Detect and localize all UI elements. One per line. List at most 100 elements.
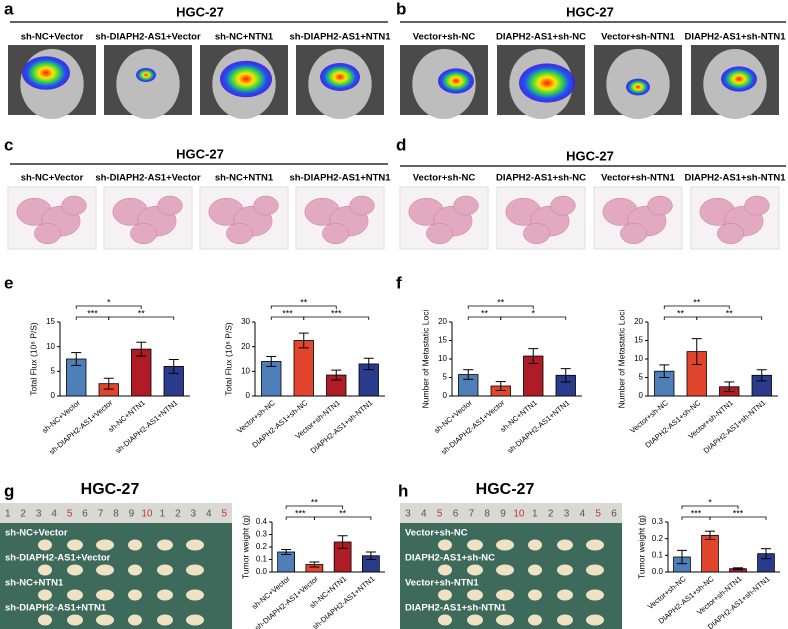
ruler-number: 4 (206, 509, 212, 520)
ruler-number: 7 (469, 509, 475, 520)
image-caption: DIAPH2-AS1+sh-NTN1 (684, 32, 786, 43)
tumor (586, 614, 604, 626)
image-caption: DIAPH2-AS1+sh-NC (496, 173, 586, 184)
error-bar (691, 338, 702, 366)
y-tick-label: 0.1 (652, 550, 664, 559)
y-axis-label: Total Flux (10⁸ P/S) (28, 322, 38, 396)
y-tick-label: 20 (438, 317, 447, 326)
sig-bracket (709, 516, 767, 520)
tumor (67, 539, 83, 551)
signal (626, 78, 650, 96)
bar (701, 534, 719, 573)
tumor (557, 564, 573, 576)
tumor (186, 614, 204, 626)
error-bar (309, 561, 320, 568)
tumor (67, 564, 83, 576)
sig-bracket (75, 305, 142, 309)
ruler-number: 1 (5, 509, 11, 520)
ruler-number: 6 (453, 509, 459, 520)
ruler (0, 503, 232, 523)
y-tick-label: 10 (634, 354, 643, 363)
tumor (438, 539, 452, 551)
panel-label: b (396, 0, 406, 18)
sig-label: * (107, 297, 111, 307)
signal (519, 63, 575, 103)
tumor (467, 589, 483, 601)
tumor (128, 614, 142, 626)
signal (721, 66, 757, 92)
sig-label: ** (481, 308, 489, 318)
panel-label: f (396, 273, 402, 292)
x-tick-label: sh-DIAPH2-AS1+Vector (439, 398, 506, 457)
tissue (620, 223, 648, 244)
tumor (67, 614, 83, 626)
error-bar (761, 548, 771, 560)
y-axis-label: Total Flux (10⁸ P/S) (223, 322, 233, 396)
ruler-number: 7 (98, 509, 104, 520)
error-bar (659, 364, 670, 378)
image-caption: sh-NC+NTN1 (215, 173, 274, 184)
error-bar (363, 357, 374, 371)
sig-label: ** (693, 297, 701, 307)
sig-label: ** (311, 497, 319, 507)
ruler-number: 4 (580, 509, 586, 520)
tumor (128, 539, 142, 551)
error-bar (168, 358, 179, 374)
error-bar (298, 332, 309, 349)
image-caption: Vector+sh-NC (413, 32, 476, 43)
tumor (157, 614, 173, 626)
y-tick-label: 0.2 (256, 542, 268, 551)
sig-bracket (681, 505, 739, 509)
error-bar (724, 381, 735, 393)
y-tick-label: 0 (443, 391, 448, 400)
ruler-number: 1 (532, 509, 538, 520)
group-caption: sh-NC+Vector (5, 528, 68, 539)
tumor (586, 589, 604, 601)
tumor (186, 564, 204, 576)
tissue (647, 195, 673, 216)
tumor (157, 564, 173, 576)
panel-label: c (4, 135, 13, 154)
sig-bracket (663, 305, 730, 309)
x-tick-label: sh-DIAPH2-AS1+NTN1 (114, 398, 180, 455)
sig-label: ** (300, 297, 308, 307)
y-tick-label: 5 (443, 373, 448, 382)
error-bar (733, 567, 743, 570)
ruler-number: 4 (421, 509, 427, 520)
signal (220, 60, 272, 98)
signal (22, 56, 70, 90)
x-tick-label: DIAPH2-AS1+sh-NTN1 (309, 398, 375, 455)
image-caption: Vector+sh-NTN1 (601, 173, 675, 184)
panel-label: a (4, 0, 14, 18)
tissue (426, 223, 454, 244)
image-caption: DIAPH2-AS1+sh-NTN1 (684, 173, 786, 184)
sig-label: *** (87, 308, 98, 318)
group-caption: sh-NC+NTN1 (5, 578, 64, 589)
ruler-number: 8 (484, 509, 490, 520)
tissue (61, 195, 87, 216)
tissue (34, 223, 62, 244)
ruler-number: 3 (191, 509, 197, 520)
ruler-number: 9 (500, 509, 506, 520)
image-caption: sh-NC+Vector (21, 173, 84, 184)
error-bar (560, 368, 571, 383)
sig-label: * (531, 308, 535, 318)
tumor (38, 614, 52, 626)
group-caption: Vector+sh-NTN1 (405, 578, 479, 589)
tumor (96, 589, 114, 601)
ruler-number: 2 (548, 509, 554, 520)
y-tick-label: 0.1 (256, 555, 268, 564)
y-tick-label: 0.0 (256, 567, 268, 576)
ruler-number: 2 (175, 509, 181, 520)
ruler-number: 10 (141, 509, 153, 520)
error-bar (266, 356, 277, 367)
y-tick-label: 10 (438, 354, 447, 363)
x-tick-label: sh-DIAPH2-AS1+Vector (47, 398, 114, 457)
tumor (438, 589, 452, 601)
y-tick-label: 0 (246, 391, 251, 400)
y-axis-label: Number of Metastatic Loci (616, 310, 626, 409)
y-tick-label: 0.2 (652, 534, 664, 543)
panel-title: HGC-27 (81, 481, 140, 498)
tissue (550, 195, 576, 216)
